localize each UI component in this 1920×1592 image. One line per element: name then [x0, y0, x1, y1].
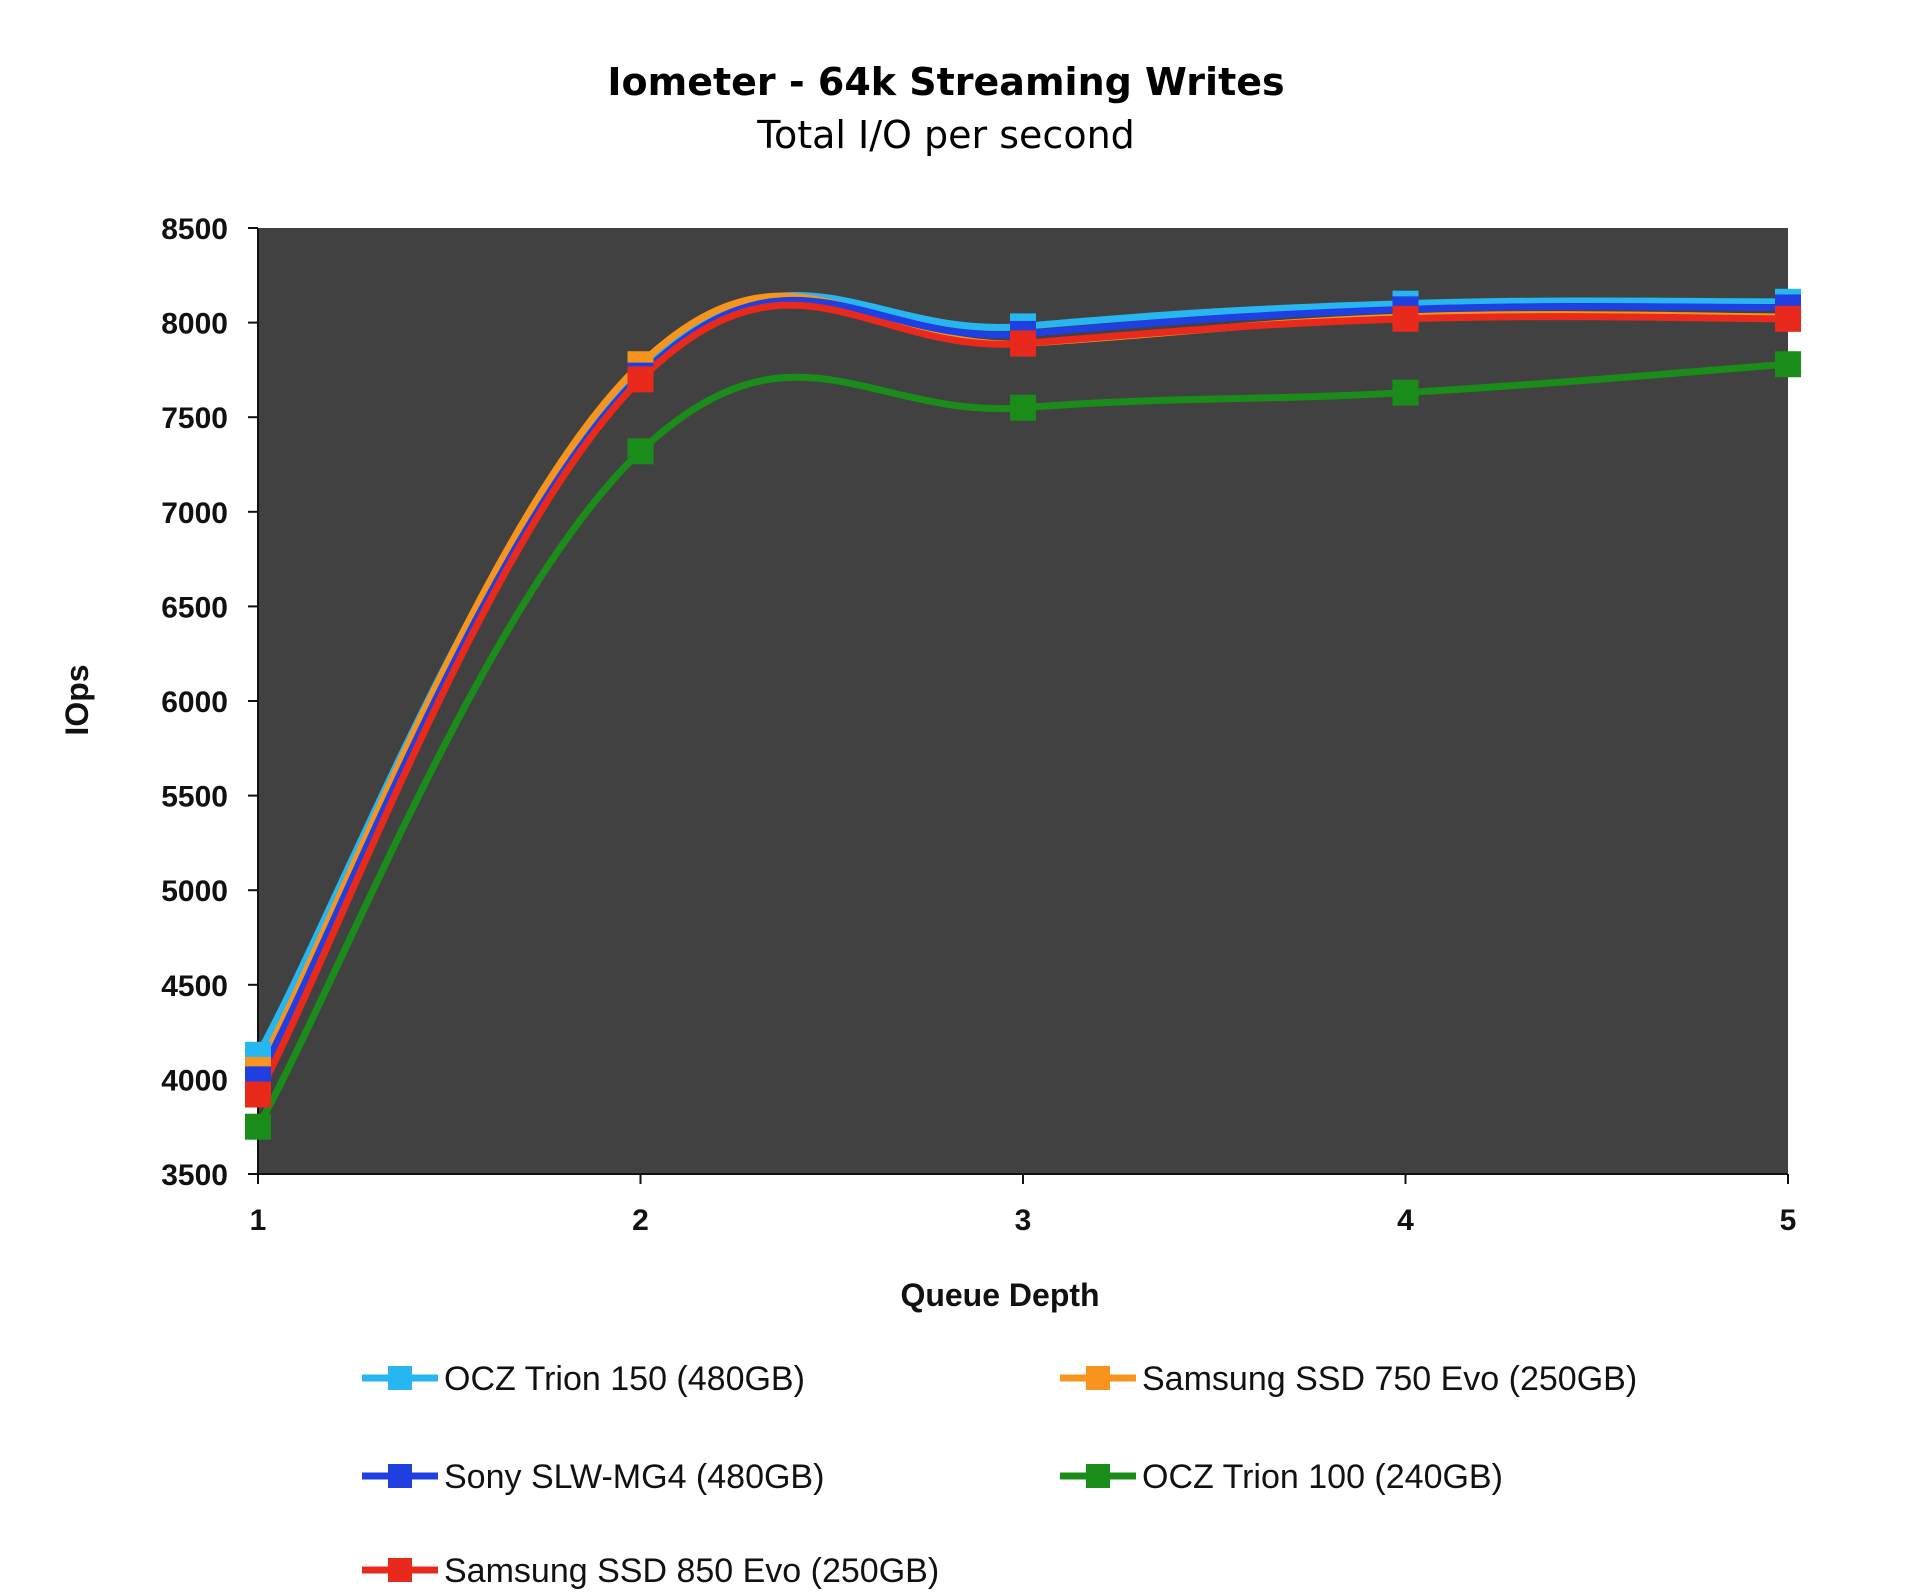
chart-subtitle: Total I/O per second — [756, 113, 1135, 157]
legend-label: Samsung SSD 750 Evo (250GB) — [1142, 1360, 1637, 1398]
data-point — [1392, 305, 1419, 332]
legend-label: OCZ Trion 150 (480GB) — [444, 1360, 805, 1398]
legend-marker — [388, 1366, 412, 1390]
data-point — [627, 366, 654, 393]
chart-title: Iometer - 64k Streaming Writes — [607, 60, 1284, 104]
legend-label: OCZ Trion 100 (240GB) — [1142, 1458, 1503, 1496]
series-line — [254, 296, 1792, 1083]
legend-label: Sony SLW-MG4 (480GB) — [444, 1458, 824, 1496]
legend-marker — [388, 1464, 412, 1488]
x-tick-label: 3 — [1015, 1204, 1032, 1237]
legend-label: Samsung SSD 850 Evo (250GB) — [444, 1552, 939, 1590]
plot-area — [258, 228, 1788, 1174]
x-tick-label: 1 — [250, 1204, 267, 1237]
data-point — [627, 438, 654, 465]
x-tick-label: 4 — [1397, 1204, 1414, 1237]
y-tick-label: 7500 — [161, 402, 228, 435]
y-axis-label: IOps — [59, 664, 95, 735]
legend-marker — [1086, 1464, 1110, 1488]
legend-marker — [1086, 1366, 1110, 1390]
y-tick-label: 6500 — [161, 591, 228, 624]
y-tick-label: 6000 — [161, 686, 228, 719]
x-tick-label: 2 — [632, 1204, 649, 1237]
series-line — [254, 301, 1792, 1099]
data-point — [1775, 305, 1801, 332]
legend: OCZ Trion 150 (480GB) Samsung SSD 750 Evo… — [362, 1360, 1637, 1590]
data-point — [1010, 330, 1036, 357]
series-line — [254, 360, 1792, 1131]
data-point — [245, 1081, 271, 1108]
y-tick-label: 8000 — [161, 308, 228, 341]
x-axis-label: Queue Depth — [900, 1277, 1099, 1313]
legend-marker — [388, 1558, 412, 1582]
y-tick-label: 4000 — [161, 1064, 228, 1097]
y-tick-label: 5000 — [161, 875, 228, 908]
y-tick-label: 3500 — [161, 1159, 228, 1192]
y-tick-label: 7000 — [161, 497, 228, 530]
data-point — [1775, 351, 1801, 378]
x-tick-label: 5 — [1780, 1204, 1797, 1237]
y-tick-label: 4500 — [161, 970, 228, 1003]
y-tick-label: 5500 — [161, 781, 228, 814]
data-point — [1392, 379, 1419, 406]
data-point — [245, 1113, 271, 1140]
y-tick-label: 8500 — [161, 213, 228, 246]
data-point — [1010, 394, 1036, 421]
